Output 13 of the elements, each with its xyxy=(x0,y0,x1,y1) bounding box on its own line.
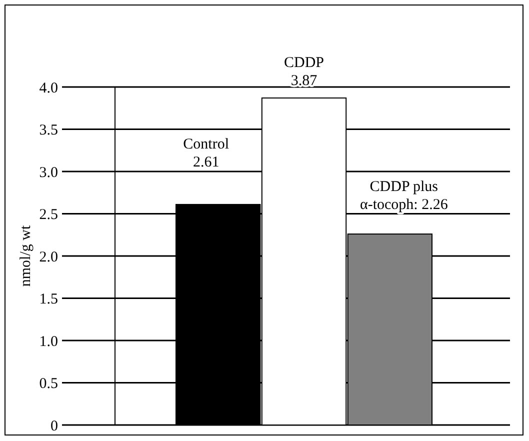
data-label: Control 2.61 xyxy=(183,136,230,170)
data-label: CDDP plus α-tocoph: 2.26 xyxy=(360,178,448,213)
y-tick-label: 0.5 xyxy=(39,376,58,392)
y-tick-label: 3.5 xyxy=(39,122,58,138)
data-label: CDDP 3.87 xyxy=(284,55,324,89)
y-tick-label: 2.5 xyxy=(39,207,58,223)
y-tick-label: 4.0 xyxy=(39,80,58,96)
y-axis-title: nmol/g wt xyxy=(18,224,34,287)
y-tick-label: 1.5 xyxy=(39,292,58,308)
y-tick-label: 1.0 xyxy=(39,334,58,350)
y-tick-label: 2.0 xyxy=(39,249,58,266)
y-tick-label: 0 xyxy=(50,418,58,434)
y-tick-label: 3.0 xyxy=(39,164,58,181)
